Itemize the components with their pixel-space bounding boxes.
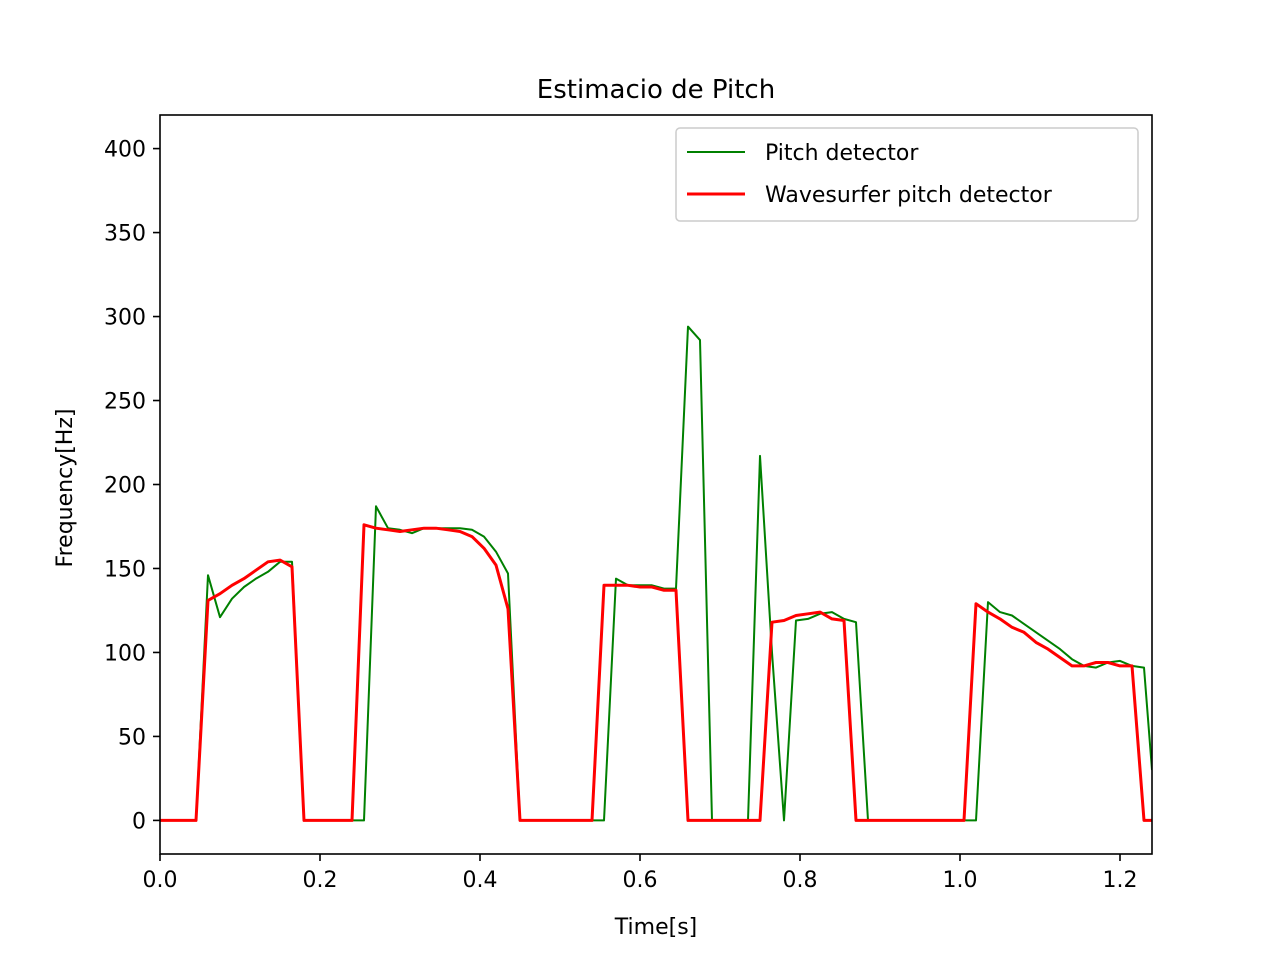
- y-tick-label: 0: [132, 809, 146, 834]
- x-tick-label: 0.6: [623, 868, 658, 893]
- chart-title: Estimacio de Pitch: [537, 75, 775, 105]
- x-axis-label: Time[s]: [614, 915, 697, 940]
- x-axis-ticks: 0.0 0.2 0.4 0.6 0.8 1.0 1.2: [143, 854, 1138, 893]
- y-tick-label: 50: [118, 725, 146, 750]
- x-tick-label: 1.0: [943, 868, 978, 893]
- y-tick-label: 350: [104, 222, 146, 247]
- x-tick-label: 0.8: [783, 868, 818, 893]
- legend: Pitch detector Wavesurfer pitch detector: [675, 127, 1139, 222]
- legend-label-pitch-detector: Pitch detector: [765, 141, 919, 166]
- x-tick-label: 1.2: [1103, 868, 1138, 893]
- legend-label-wavesurfer: Wavesurfer pitch detector: [765, 183, 1053, 208]
- y-tick-label: 250: [104, 390, 146, 415]
- y-tick-label: 100: [104, 641, 146, 666]
- y-axis-ticks: 0 50 100 150 200 250 300 350 400: [104, 138, 160, 834]
- x-tick-label: 0.0: [143, 868, 178, 893]
- y-tick-label: 200: [104, 474, 146, 499]
- legend-box: [675, 127, 1139, 222]
- y-tick-label: 150: [104, 557, 146, 582]
- y-tick-label: 400: [104, 138, 146, 163]
- x-tick-label: 0.4: [463, 868, 498, 893]
- y-axis-label: Frequency[Hz]: [53, 409, 78, 568]
- y-tick-label: 300: [104, 306, 146, 331]
- x-tick-label: 0.2: [303, 868, 338, 893]
- series-line-wavesurfer-pitch-detector: [160, 523, 1152, 822]
- series-layer: [160, 325, 1152, 822]
